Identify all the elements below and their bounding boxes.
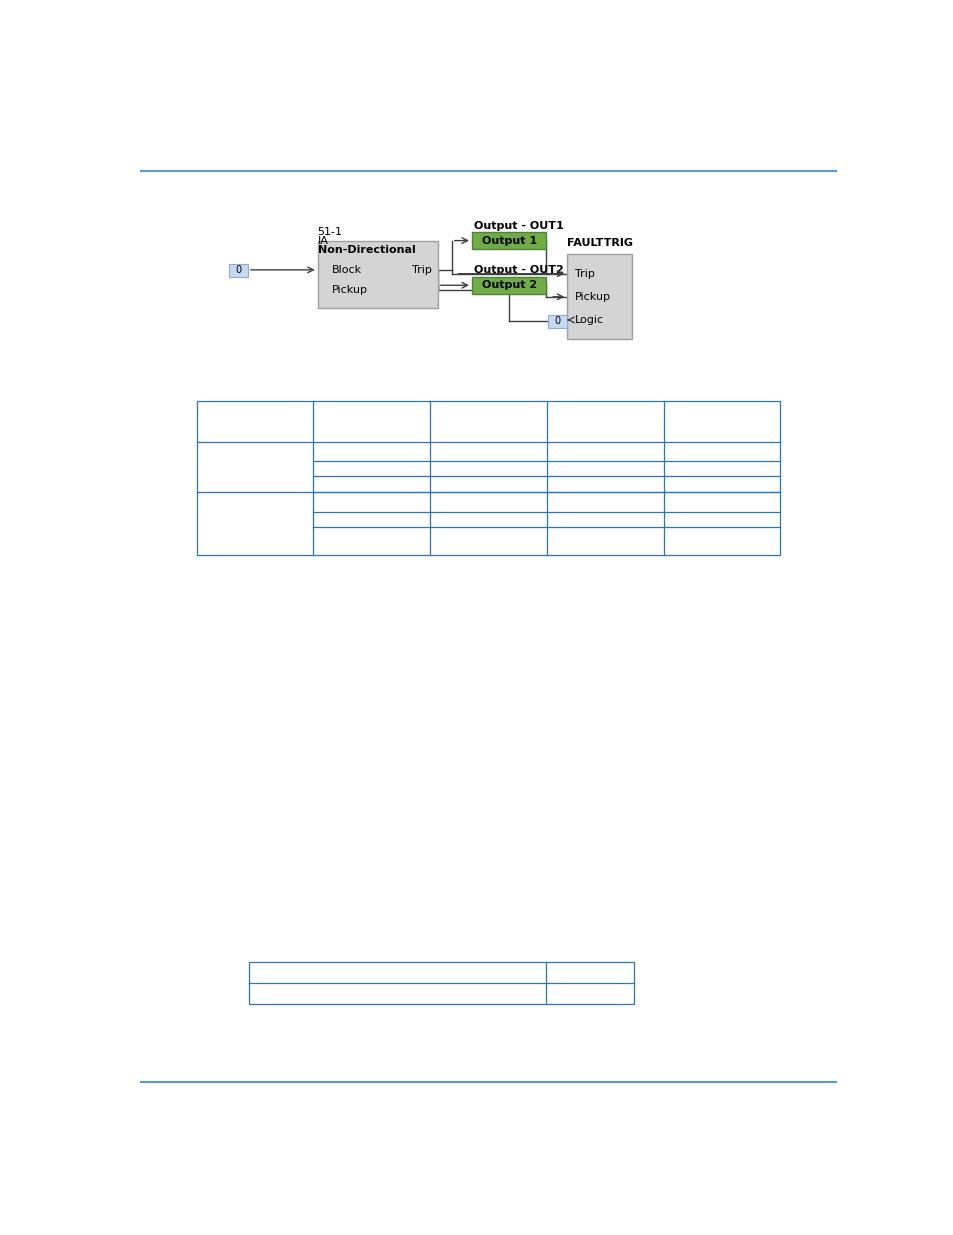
- Bar: [547, 315, 567, 327]
- Bar: [472, 232, 546, 249]
- Text: Trip: Trip: [575, 269, 595, 279]
- Bar: [567, 253, 632, 340]
- Text: Trip: Trip: [412, 264, 431, 275]
- Text: Non-Directional: Non-Directional: [317, 246, 415, 256]
- Text: 51-1: 51-1: [317, 227, 342, 237]
- Text: 0: 0: [554, 316, 560, 326]
- Text: Pickup: Pickup: [575, 291, 610, 301]
- Bar: [229, 264, 248, 277]
- Text: Pickup: Pickup: [332, 285, 367, 295]
- Bar: [472, 277, 546, 294]
- Text: Block: Block: [332, 264, 361, 275]
- Bar: [317, 241, 437, 308]
- Bar: [196, 401, 780, 555]
- Bar: [249, 962, 633, 1004]
- Text: Logic: Logic: [575, 315, 603, 325]
- Text: 0: 0: [234, 266, 241, 275]
- Text: Output 2: Output 2: [481, 280, 537, 290]
- Text: IA: IA: [317, 236, 328, 246]
- Text: Output - OUT1: Output - OUT1: [474, 221, 563, 231]
- Text: Output - OUT2: Output - OUT2: [474, 266, 563, 275]
- Text: FAULTTRIG: FAULTTRIG: [567, 238, 633, 248]
- Text: Output 1: Output 1: [481, 236, 537, 246]
